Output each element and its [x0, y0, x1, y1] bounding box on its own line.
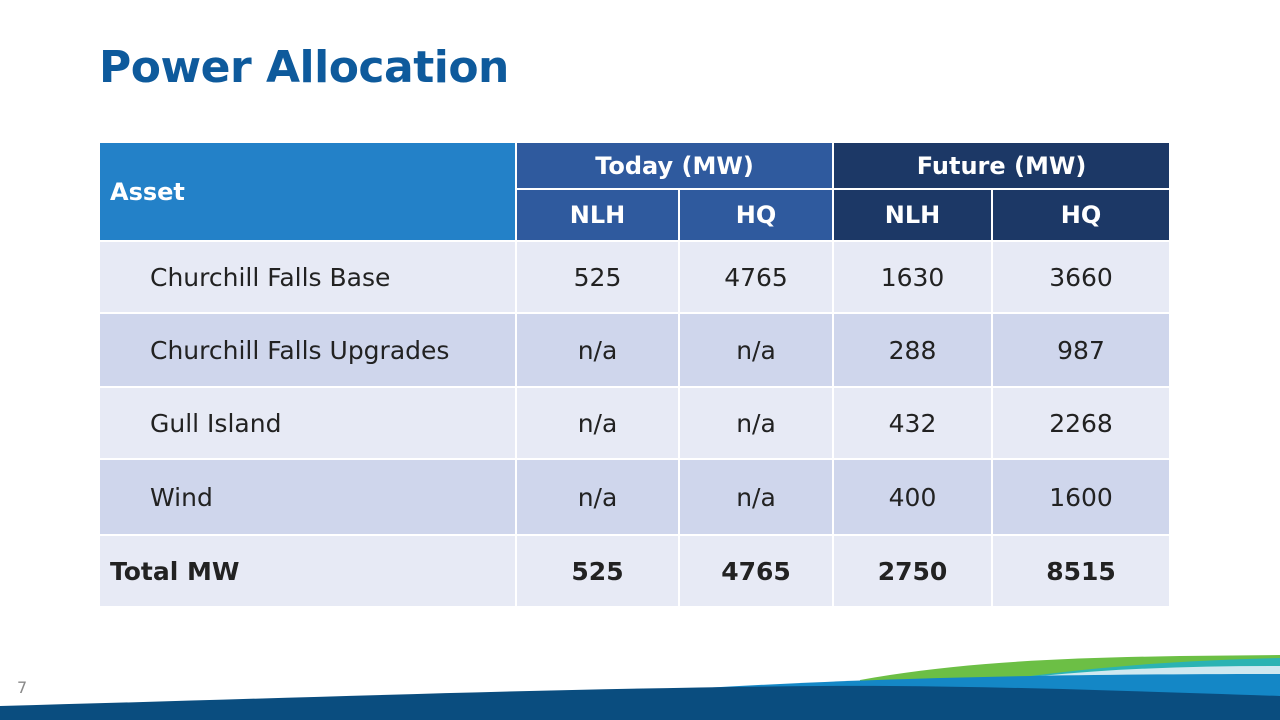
row-3-asset: Gull Island	[100, 388, 515, 458]
header-today: Today (MW)	[517, 143, 832, 188]
row-1-today-nlh: 525	[517, 242, 678, 312]
row-3-today-hq: n/a	[680, 388, 832, 458]
total-future-hq: 8515	[993, 536, 1169, 606]
row-4-asset: Wind	[100, 460, 515, 534]
row-1-today-hq: 4765	[680, 242, 832, 312]
row-2-future-nlh: 288	[834, 314, 991, 386]
header-today-hq: HQ	[680, 190, 832, 240]
header-today-nlh: NLH	[517, 190, 678, 240]
total-today-nlh: 525	[517, 536, 678, 606]
row-3-future-nlh: 432	[834, 388, 991, 458]
total-today-hq: 4765	[680, 536, 832, 606]
row-3-future-hq: 2268	[993, 388, 1169, 458]
header-asset: Asset	[100, 143, 515, 240]
header-future-nlh: NLH	[834, 190, 991, 240]
row-4-today-hq: n/a	[680, 460, 832, 534]
page-number: 7	[17, 678, 28, 697]
row-2-today-nlh: n/a	[517, 314, 678, 386]
power-allocation-table: Asset Today (MW) Future (MW) NLH HQ NLH …	[100, 143, 1169, 606]
row-2-today-hq: n/a	[680, 314, 832, 386]
row-4-future-nlh: 400	[834, 460, 991, 534]
total-row-label: Total MW	[100, 536, 515, 606]
header-future: Future (MW)	[834, 143, 1169, 188]
row-1-future-nlh: 1630	[834, 242, 991, 312]
row-1-asset: Churchill Falls Base	[100, 242, 515, 312]
row-1-future-hq: 3660	[993, 242, 1169, 312]
total-future-nlh: 2750	[834, 536, 991, 606]
row-2-asset: Churchill Falls Upgrades	[100, 314, 515, 386]
header-future-hq: HQ	[993, 190, 1169, 240]
decorative-wave-footer	[0, 655, 1280, 720]
row-2-future-hq: 987	[993, 314, 1169, 386]
row-3-today-nlh: n/a	[517, 388, 678, 458]
row-4-today-nlh: n/a	[517, 460, 678, 534]
row-4-future-hq: 1600	[993, 460, 1169, 534]
slide-title: Power Allocation	[99, 42, 509, 93]
